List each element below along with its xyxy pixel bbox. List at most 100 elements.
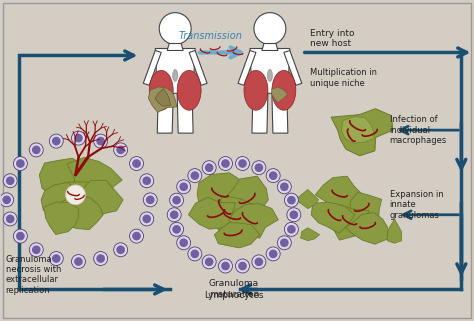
- Text: Granuloma
maturation: Granuloma maturation: [209, 280, 259, 299]
- Polygon shape: [67, 158, 122, 205]
- Circle shape: [206, 164, 213, 171]
- Circle shape: [270, 250, 277, 257]
- Circle shape: [167, 208, 181, 222]
- Polygon shape: [215, 222, 260, 248]
- Circle shape: [49, 134, 63, 148]
- Circle shape: [170, 222, 183, 236]
- Text: Entry into
new host: Entry into new host: [310, 29, 354, 48]
- Circle shape: [33, 246, 40, 253]
- Polygon shape: [41, 183, 81, 218]
- Polygon shape: [229, 204, 278, 238]
- Polygon shape: [315, 176, 363, 216]
- Circle shape: [133, 232, 140, 240]
- Circle shape: [146, 196, 154, 204]
- Polygon shape: [52, 182, 103, 221]
- Circle shape: [7, 215, 14, 222]
- Polygon shape: [387, 219, 402, 243]
- Polygon shape: [148, 87, 177, 112]
- Polygon shape: [212, 196, 257, 238]
- Polygon shape: [167, 44, 183, 50]
- Polygon shape: [155, 89, 171, 106]
- Ellipse shape: [267, 69, 273, 81]
- Circle shape: [222, 262, 229, 270]
- Ellipse shape: [149, 70, 173, 110]
- Circle shape: [170, 193, 183, 207]
- Circle shape: [3, 212, 17, 226]
- Circle shape: [171, 211, 178, 218]
- Text: Expansion in
innate
granulomas: Expansion in innate granulomas: [390, 190, 443, 220]
- Circle shape: [129, 229, 144, 243]
- Circle shape: [239, 262, 246, 270]
- Polygon shape: [197, 173, 245, 217]
- Circle shape: [75, 134, 82, 142]
- Circle shape: [222, 160, 229, 167]
- Ellipse shape: [173, 69, 178, 81]
- Polygon shape: [311, 202, 355, 233]
- Circle shape: [219, 157, 232, 170]
- Circle shape: [94, 252, 108, 265]
- Circle shape: [29, 143, 43, 157]
- Polygon shape: [295, 190, 319, 209]
- Circle shape: [13, 157, 27, 170]
- Polygon shape: [252, 93, 268, 133]
- Circle shape: [188, 247, 202, 261]
- Polygon shape: [272, 87, 288, 102]
- Circle shape: [97, 137, 104, 145]
- Circle shape: [3, 196, 10, 204]
- Circle shape: [290, 211, 298, 218]
- Circle shape: [65, 185, 85, 205]
- Circle shape: [277, 236, 292, 250]
- Polygon shape: [331, 109, 393, 156]
- Circle shape: [173, 226, 180, 233]
- Circle shape: [143, 177, 150, 184]
- Circle shape: [277, 180, 292, 194]
- Circle shape: [114, 243, 128, 257]
- Circle shape: [281, 239, 288, 247]
- Polygon shape: [223, 176, 268, 221]
- Circle shape: [266, 247, 280, 261]
- Circle shape: [252, 161, 266, 175]
- Polygon shape: [44, 202, 78, 234]
- Ellipse shape: [177, 70, 201, 110]
- Ellipse shape: [244, 70, 268, 110]
- Circle shape: [159, 13, 191, 45]
- Circle shape: [180, 183, 187, 190]
- Circle shape: [206, 258, 213, 265]
- Circle shape: [133, 160, 140, 167]
- Circle shape: [29, 243, 43, 257]
- Circle shape: [3, 174, 17, 188]
- Polygon shape: [328, 205, 369, 240]
- Text: Infection of
individual
macrophages: Infection of individual macrophages: [390, 115, 447, 145]
- Circle shape: [13, 229, 27, 243]
- Circle shape: [49, 252, 63, 265]
- Polygon shape: [350, 192, 382, 228]
- Polygon shape: [189, 50, 207, 85]
- Polygon shape: [301, 228, 319, 241]
- Circle shape: [281, 183, 288, 190]
- Circle shape: [288, 226, 295, 233]
- Polygon shape: [177, 93, 193, 133]
- Circle shape: [143, 193, 157, 207]
- Polygon shape: [39, 158, 90, 198]
- Polygon shape: [284, 50, 302, 85]
- Text: Granuloma
necrosis with
extracellular
replication: Granuloma necrosis with extracellular re…: [6, 255, 61, 295]
- Circle shape: [270, 172, 277, 179]
- Circle shape: [117, 146, 124, 153]
- Text: Lymphocytes: Lymphocytes: [204, 291, 264, 300]
- Circle shape: [288, 196, 295, 204]
- Circle shape: [173, 196, 180, 204]
- Circle shape: [236, 157, 249, 170]
- Circle shape: [129, 157, 144, 170]
- Polygon shape: [250, 48, 290, 93]
- Polygon shape: [155, 48, 195, 93]
- Circle shape: [191, 172, 199, 179]
- Polygon shape: [75, 180, 123, 219]
- Polygon shape: [262, 44, 278, 50]
- Circle shape: [287, 208, 301, 222]
- Circle shape: [202, 255, 216, 269]
- Circle shape: [143, 215, 150, 222]
- Text: Multiplication in
unique niche: Multiplication in unique niche: [310, 68, 377, 88]
- Circle shape: [17, 160, 24, 167]
- Circle shape: [188, 169, 202, 183]
- Circle shape: [140, 174, 154, 188]
